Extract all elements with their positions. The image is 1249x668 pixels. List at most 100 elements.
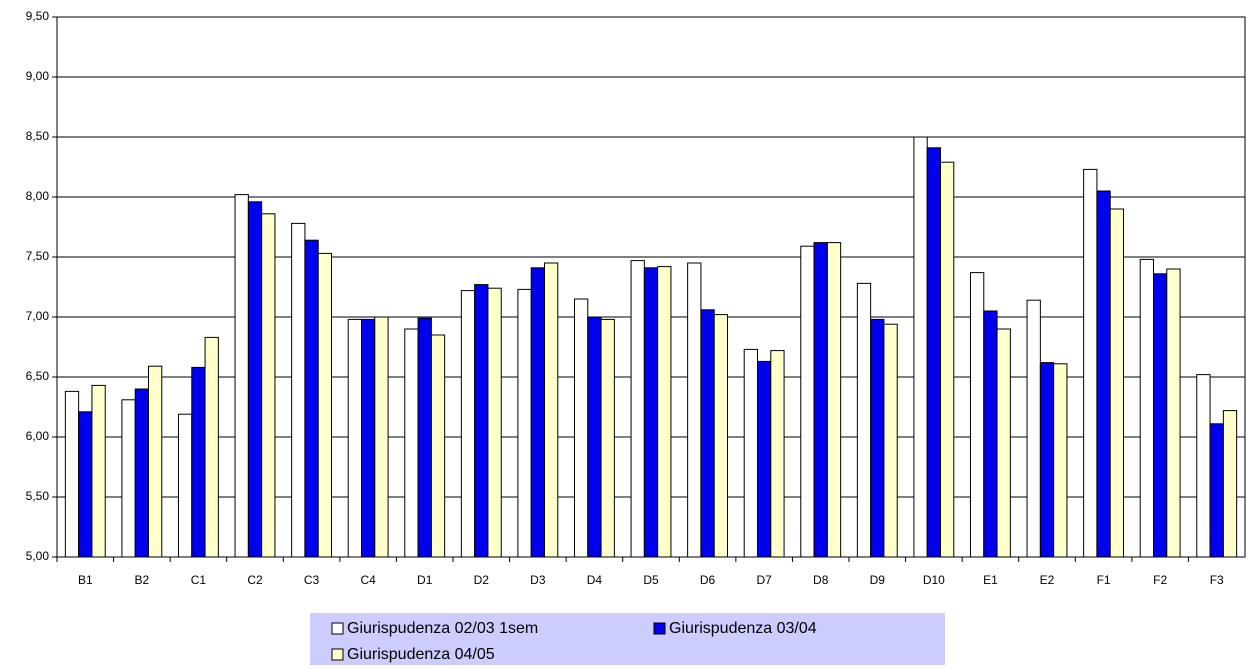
bar [148, 365, 163, 558]
y-tick-label: 5,50 [26, 489, 50, 503]
x-tick-label: D7 [756, 573, 772, 587]
bar [530, 267, 546, 558]
bar [134, 388, 150, 558]
bar [996, 328, 1011, 558]
bar [826, 242, 842, 558]
bar [743, 348, 758, 558]
bar [1209, 423, 1224, 558]
bar [940, 161, 955, 558]
bar [78, 411, 93, 558]
legend-box [310, 613, 945, 665]
bar [713, 314, 729, 558]
bar [517, 288, 532, 558]
bar [91, 384, 106, 558]
x-tick-label: D1 [417, 573, 433, 587]
y-tick-label: 6,50 [26, 369, 50, 383]
x-tick-label: C1 [191, 573, 207, 587]
bar [347, 318, 362, 558]
bar [317, 252, 333, 558]
bar [813, 242, 828, 558]
y-tick-label: 8,50 [26, 129, 50, 143]
bar [643, 267, 659, 558]
bar [700, 309, 715, 558]
x-tick-label: C2 [247, 573, 263, 587]
bar [247, 201, 263, 558]
bar [687, 262, 702, 558]
x-tick-label: D6 [700, 573, 716, 587]
x-tick-label: D2 [474, 573, 490, 587]
legend-swatch [331, 648, 344, 661]
bar [587, 316, 602, 558]
bar [417, 317, 432, 558]
legend-swatch [653, 622, 666, 635]
legend-label: Giurispudenza 02/03 1sem [347, 620, 538, 637]
bar [1139, 258, 1154, 558]
x-tick-label: C4 [360, 573, 376, 587]
x-tick-label: E2 [1040, 573, 1055, 587]
bar [177, 413, 193, 558]
bar [474, 284, 489, 558]
bar [983, 310, 998, 558]
bar [360, 318, 376, 558]
bar [657, 266, 672, 558]
bar [204, 336, 219, 558]
x-tick-label: B2 [135, 573, 150, 587]
x-tick-label: B1 [78, 573, 93, 587]
bar [374, 316, 389, 558]
bar [1222, 410, 1238, 558]
bar [913, 136, 928, 558]
bar [1152, 273, 1168, 558]
bar [430, 334, 446, 558]
x-tick-label: F1 [1097, 573, 1111, 587]
bar [1053, 363, 1068, 558]
bar [870, 318, 885, 558]
y-tick-label: 7,50 [26, 249, 50, 263]
y-tick-label: 5,00 [26, 549, 50, 563]
bar [234, 194, 249, 558]
legend-swatch [331, 622, 344, 635]
x-tick-label: F2 [1153, 573, 1167, 587]
x-tick-label: D9 [870, 573, 886, 587]
bar [1026, 299, 1041, 558]
bar [261, 213, 276, 558]
bar [856, 282, 872, 558]
bar [191, 366, 206, 558]
legend-label: Giurispudenza 03/04 [669, 620, 817, 637]
x-tick-label: D10 [923, 573, 945, 587]
bar [630, 260, 645, 558]
x-tick-label: E1 [983, 573, 998, 587]
x-tick-label: D5 [643, 573, 659, 587]
bar [926, 147, 942, 558]
bar [1096, 190, 1111, 558]
legend-label: Giurispudenza 04/05 [347, 646, 495, 663]
x-tick-label: D3 [530, 573, 546, 587]
x-tick-label: F3 [1210, 573, 1224, 587]
x-tick-label: C3 [304, 573, 320, 587]
bar [800, 245, 815, 558]
bar [121, 399, 136, 558]
bar [600, 318, 615, 558]
bar [1196, 374, 1211, 558]
bar [487, 287, 502, 558]
bar [1039, 362, 1055, 558]
bar [291, 222, 306, 558]
bar [969, 272, 985, 558]
bar [304, 239, 319, 558]
bar [404, 328, 419, 558]
x-tick-label: D8 [813, 573, 829, 587]
y-tick-label: 9,50 [26, 9, 50, 23]
x-tick-label: D4 [587, 573, 603, 587]
y-tick-label: 6,00 [26, 429, 50, 443]
bar [1109, 208, 1125, 558]
y-tick-label: 9,00 [26, 69, 50, 83]
bar [756, 360, 772, 558]
bar [460, 290, 476, 558]
bar [770, 350, 785, 558]
bar [64, 390, 80, 558]
bar [1083, 168, 1098, 558]
y-tick-label: 8,00 [26, 189, 50, 203]
bar [573, 298, 589, 558]
bar [1166, 268, 1181, 558]
bar [544, 262, 559, 558]
